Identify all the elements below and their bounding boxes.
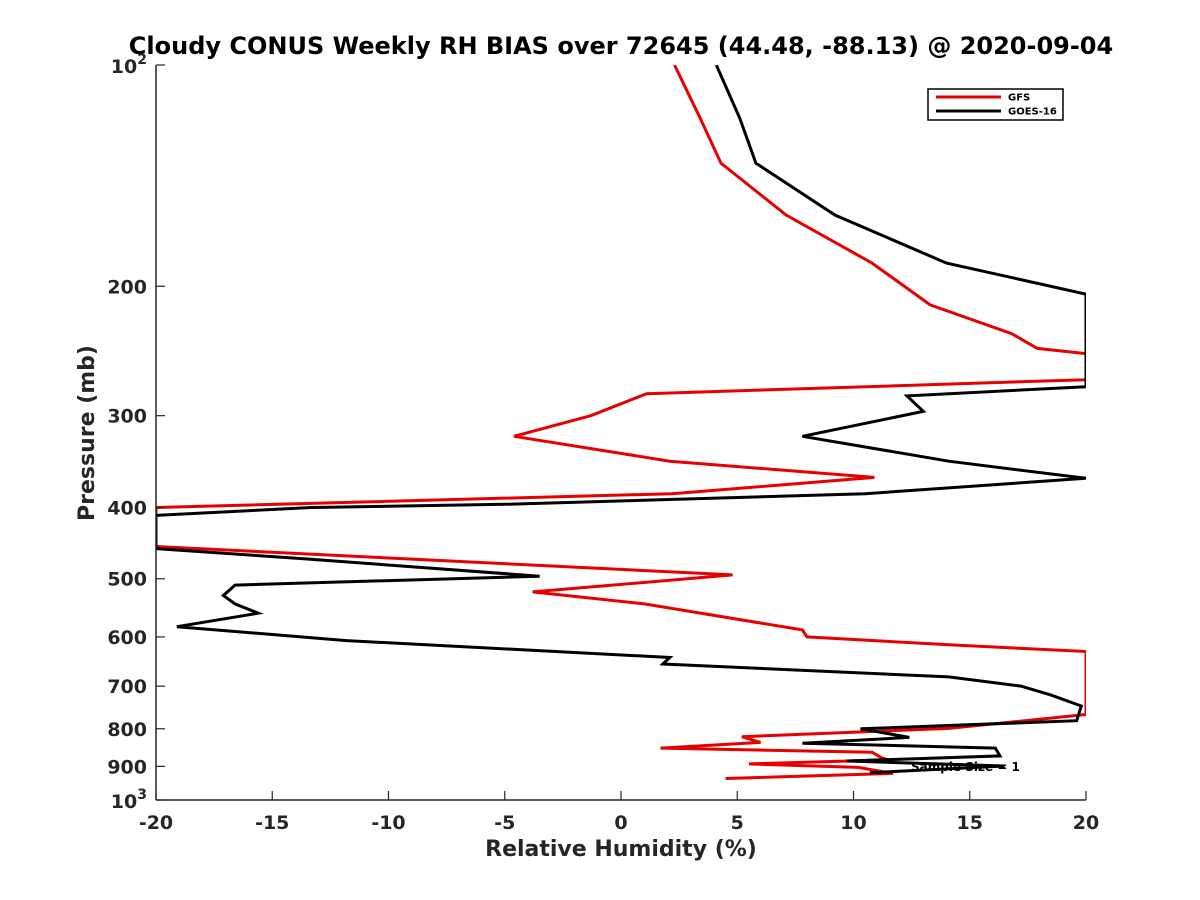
legend-box — [927, 88, 1064, 121]
x-axis-ticks: -20 -15 -10 -5 0 5 10 15 20 — [139, 791, 1099, 834]
series-line-gfs — [156, 65, 1086, 780]
data-lines — [156, 65, 1086, 780]
y-tick-label: 400 — [107, 498, 147, 520]
y-tick-label: 102 — [111, 52, 147, 78]
x-tick-label: -20 — [139, 812, 173, 834]
y-tick-label: 800 — [107, 719, 147, 741]
y-tick-label: 103 — [111, 787, 147, 813]
y-axis-label: Pressure (mb) — [75, 345, 100, 521]
y-tick-label: 500 — [107, 569, 147, 591]
chart-title: Cloudy CONUS Weekly RH BIAS over 72645 (… — [129, 32, 1113, 60]
x-tick-label: 10 — [840, 812, 866, 834]
x-tick-label: 5 — [731, 812, 744, 834]
x-tick-label: 0 — [614, 812, 627, 834]
y-tick-label: 900 — [107, 756, 147, 778]
y-tick-label: 600 — [107, 627, 147, 649]
x-tick-label: -10 — [371, 812, 405, 834]
x-axis-label: Relative Humidity (%) — [485, 837, 757, 862]
x-tick-label: 20 — [1073, 812, 1099, 834]
x-tick-label: -15 — [255, 812, 289, 834]
y-tick-label: 300 — [107, 406, 147, 428]
legend-label: GFS — [1008, 93, 1030, 104]
sample-size-annotation: Sample Size = 1 — [911, 760, 1020, 774]
legend: GFS GOES-16 — [927, 88, 1064, 121]
series-line-goes-16 — [156, 65, 1086, 775]
x-tick-label: -5 — [494, 812, 515, 834]
y-tick-label: 200 — [107, 276, 147, 298]
legend-label: GOES-16 — [1008, 107, 1057, 118]
y-tick-label: 700 — [107, 676, 147, 698]
x-tick-label: 15 — [957, 812, 983, 834]
y-axis-ticks: 102 200 300 400 500 600 700 800 900 103 — [107, 52, 165, 813]
